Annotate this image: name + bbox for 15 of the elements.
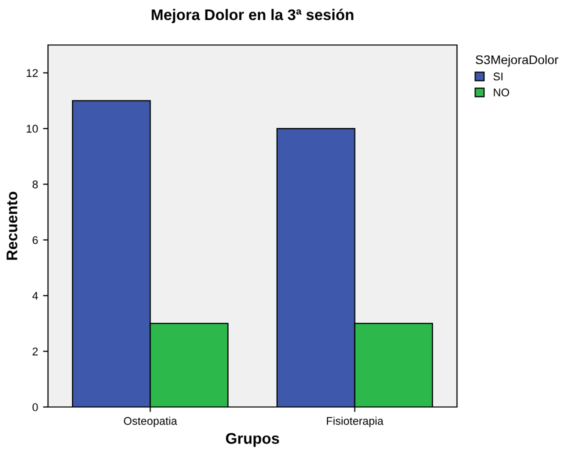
y-tick-label: 2 [32,348,38,356]
x-axis-title: Grupos [226,433,280,447]
y-tick-label: 0 [32,403,38,412]
y-tick-label: 8 [32,180,38,188]
y-tick-label: 4 [32,292,38,300]
y-tick-label: 10 [26,124,38,133]
y-tick-label: 12 [26,69,38,77]
legend-label: SI [493,72,502,80]
y-axis-title: Recuento [6,192,18,260]
legend-title: S3MejoraDolor [476,55,558,67]
x-tick-label: Fisioterapia [326,416,384,428]
y-tick-label: 6 [32,236,38,244]
x-tick-label: Osteopatia [124,416,178,428]
legend-label: NO [494,88,510,96]
chart-title: Mejora Dolor en la 3ª sesión [152,8,354,24]
